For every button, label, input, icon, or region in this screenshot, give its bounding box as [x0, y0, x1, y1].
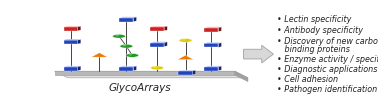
Circle shape: [182, 39, 186, 40]
Text: • Diagnostic applications: • Diagnostic applications: [277, 65, 378, 74]
Circle shape: [120, 44, 133, 48]
Polygon shape: [164, 26, 167, 31]
Polygon shape: [54, 71, 235, 75]
Polygon shape: [119, 18, 133, 22]
Text: • Cell adhesion: • Cell adhesion: [277, 75, 338, 84]
Polygon shape: [204, 43, 218, 47]
Circle shape: [179, 39, 192, 42]
Polygon shape: [91, 53, 107, 57]
Polygon shape: [150, 43, 164, 47]
Polygon shape: [78, 66, 81, 71]
Polygon shape: [235, 71, 248, 82]
Polygon shape: [119, 66, 136, 67]
Polygon shape: [204, 66, 222, 67]
Circle shape: [113, 34, 125, 38]
Polygon shape: [119, 17, 136, 18]
Text: GlycoArrays: GlycoArrays: [108, 83, 171, 93]
Polygon shape: [218, 66, 222, 71]
Text: binding proteins: binding proteins: [277, 45, 350, 54]
Circle shape: [126, 54, 139, 57]
Polygon shape: [133, 66, 136, 71]
Polygon shape: [178, 70, 196, 71]
Circle shape: [151, 66, 164, 70]
Polygon shape: [150, 27, 164, 31]
Polygon shape: [64, 27, 78, 31]
Polygon shape: [78, 39, 81, 44]
Polygon shape: [177, 55, 194, 60]
Text: • Discovery of new carbohydrate: • Discovery of new carbohydrate: [277, 37, 378, 46]
Polygon shape: [64, 26, 81, 27]
Polygon shape: [218, 43, 222, 47]
Polygon shape: [64, 66, 81, 67]
Polygon shape: [119, 67, 133, 71]
Polygon shape: [192, 70, 196, 75]
Text: • Antibody specificity: • Antibody specificity: [277, 26, 363, 35]
Polygon shape: [243, 45, 273, 63]
Polygon shape: [64, 39, 81, 40]
Polygon shape: [204, 28, 218, 32]
Polygon shape: [78, 26, 81, 31]
Polygon shape: [164, 42, 167, 47]
Circle shape: [123, 45, 126, 46]
Circle shape: [129, 54, 132, 55]
Polygon shape: [218, 27, 222, 32]
Text: • Pathogen identification: • Pathogen identification: [277, 85, 378, 94]
Polygon shape: [150, 26, 167, 27]
Polygon shape: [64, 67, 78, 71]
Polygon shape: [204, 67, 218, 71]
Polygon shape: [204, 27, 222, 28]
Polygon shape: [54, 71, 248, 78]
Text: • Lectin specificity: • Lectin specificity: [277, 15, 352, 24]
Circle shape: [115, 35, 119, 36]
Polygon shape: [64, 40, 78, 44]
Polygon shape: [150, 42, 167, 43]
Text: • Enzyme activity / specificity: • Enzyme activity / specificity: [277, 55, 378, 64]
Circle shape: [153, 67, 157, 68]
Polygon shape: [178, 71, 192, 75]
Polygon shape: [133, 17, 136, 22]
